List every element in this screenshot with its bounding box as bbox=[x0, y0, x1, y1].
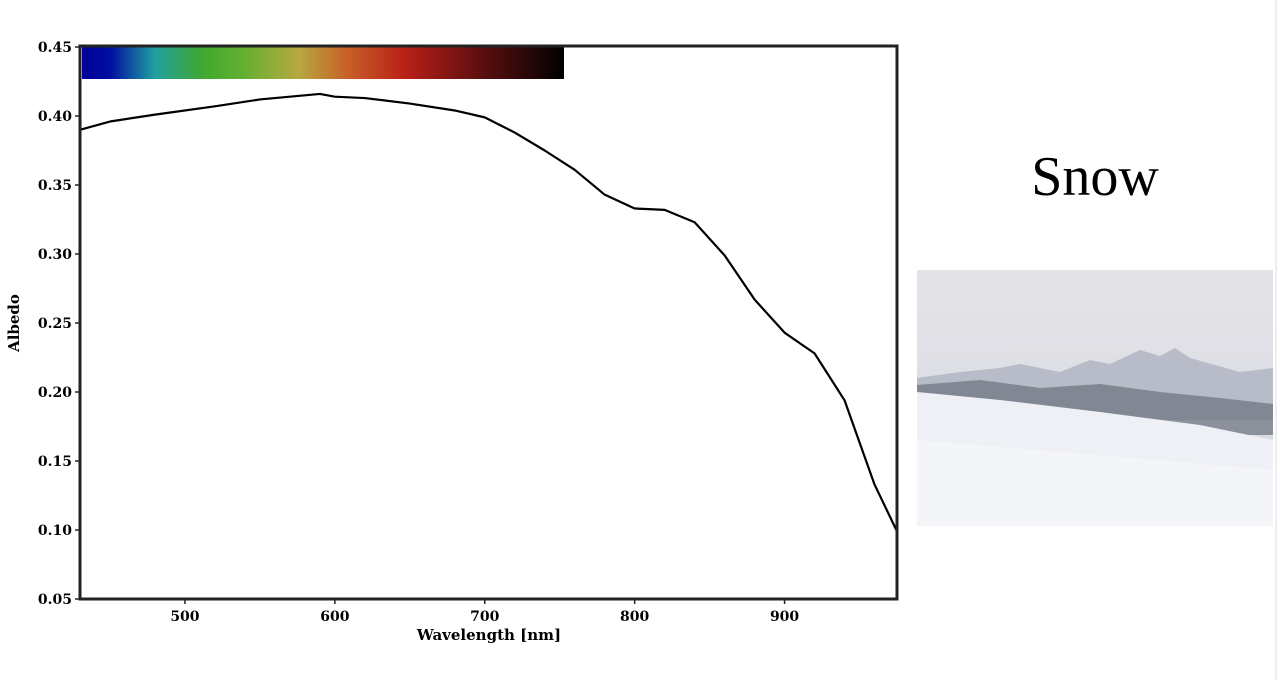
y-tick-label: 0.30 bbox=[38, 247, 72, 263]
y-tick-label: 0.10 bbox=[38, 523, 72, 539]
y-tick-label: 0.25 bbox=[38, 316, 72, 332]
y-tick-label: 0.20 bbox=[38, 385, 72, 401]
x-tick-label: 800 bbox=[620, 609, 649, 625]
y-tick-label: 0.05 bbox=[38, 592, 72, 608]
x-tick-label: 600 bbox=[320, 609, 349, 625]
y-tick-label: 0.45 bbox=[38, 40, 72, 56]
y-axis-label: Albedo bbox=[5, 294, 23, 353]
snow-photo bbox=[917, 270, 1273, 526]
data-line bbox=[79, 92, 898, 532]
y-tick-label: 0.40 bbox=[38, 109, 72, 125]
y-tick-label: 0.15 bbox=[38, 454, 72, 470]
plot-area bbox=[79, 92, 898, 532]
spectrum-bar bbox=[82, 47, 564, 79]
x-tick-label: 700 bbox=[470, 609, 499, 625]
panel-label: Snow bbox=[1031, 146, 1159, 208]
x-tick-label: 500 bbox=[170, 609, 199, 625]
x-axis-label: Wavelength [nm] bbox=[416, 626, 561, 644]
x-tick-label: 900 bbox=[770, 609, 799, 625]
y-tick-label: 0.35 bbox=[38, 178, 72, 194]
